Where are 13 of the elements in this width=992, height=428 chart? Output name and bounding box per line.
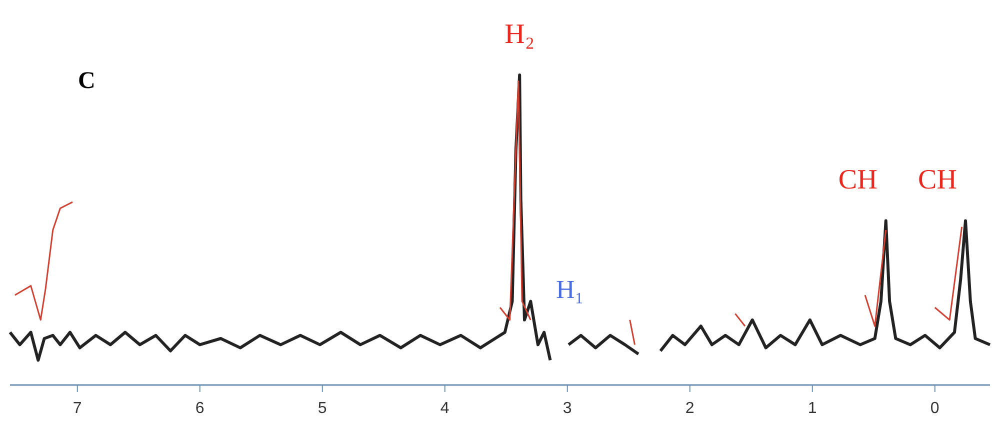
annotation: H₁ xyxy=(556,275,584,304)
x-tick-label: 6 xyxy=(195,400,204,417)
annotation: C xyxy=(78,68,96,94)
x-tick-label: 4 xyxy=(440,400,450,417)
x-tick-label: 7 xyxy=(72,400,82,417)
x-tick-label: 2 xyxy=(685,400,694,417)
x-tick-label: 3 xyxy=(562,400,572,417)
x-tick-label: 1 xyxy=(808,400,817,417)
x-tick-label: 5 xyxy=(318,400,327,417)
annotation: CH xyxy=(918,164,957,196)
annotation: CH xyxy=(838,164,878,196)
annotation: H₂ xyxy=(504,19,535,50)
x-tick-label: 0 xyxy=(930,400,940,417)
